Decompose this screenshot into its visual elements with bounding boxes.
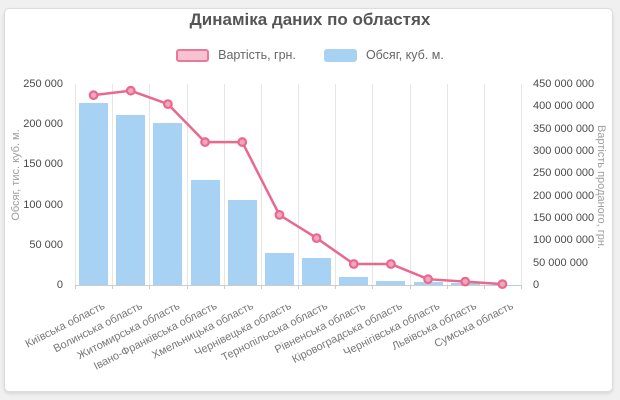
y-axis-label-right: 300 000 000 <box>533 145 595 157</box>
x-axis-tick <box>446 285 448 289</box>
x-axis-tick <box>409 285 411 289</box>
x-axis-tick <box>298 285 299 289</box>
y-axis-label-right: 200 000 000 <box>533 189 595 202</box>
chart-title: Динаміка даних по областях <box>189 10 431 29</box>
y-axis-label-right: 0 <box>533 279 540 291</box>
y-axis-label-right: 100 000 000 <box>533 234 595 247</box>
line-point-Волинська область[interactable] <box>125 85 136 96</box>
line-point-Чернівецька область[interactable] <box>274 209 285 220</box>
x-axis-tick <box>483 285 485 289</box>
y-axis-label-right: 50 000 000 <box>533 256 589 269</box>
legend-item-volume[interactable]: Обсяг, куб. м. <box>323 48 444 62</box>
gridline <box>149 84 151 285</box>
line-point-Кіровоградська область[interactable] <box>386 259 396 269</box>
gridline <box>298 84 299 285</box>
gridline <box>260 84 262 285</box>
y-axis-label-left: 50 000 <box>29 238 63 251</box>
y-axis-label-left: 0 <box>56 279 63 291</box>
gridline <box>372 84 374 285</box>
x-axis-tick <box>112 285 114 289</box>
chart-legend: Вартість, грн. Обсяг, куб. м. <box>0 48 620 62</box>
y-axis-label-left: 100 000 <box>23 198 63 211</box>
y-axis-label-left: 200 000 <box>23 118 63 131</box>
bar-Кіровоградська область[interactable] <box>376 280 406 285</box>
bar-Житомирська область[interactable] <box>153 123 183 285</box>
gridline <box>335 84 337 285</box>
gridline <box>75 84 76 285</box>
y-axis-label-left: 150 000 <box>23 158 63 171</box>
bar-Хмельницька область[interactable] <box>227 199 257 285</box>
bar-Рівненська область[interactable] <box>339 277 369 285</box>
line-point-Тернопільська область[interactable] <box>311 233 322 244</box>
bar-Івано-Франківська область[interactable] <box>190 179 220 285</box>
y-axis-label-right: 450 000 000 <box>533 78 595 90</box>
x-axis-tick <box>149 285 151 289</box>
y-axis-label-right: 350 000 000 <box>533 122 595 135</box>
bar-Чернівецька область[interactable] <box>264 252 294 285</box>
legend-label-cost: Вартість, грн. <box>218 48 296 62</box>
y-axis-label-right: 400 000 000 <box>533 100 595 113</box>
gridline <box>483 84 485 285</box>
line-point-Житомирська область[interactable] <box>163 99 173 109</box>
legend-swatch-cost-icon <box>176 48 210 62</box>
line-point-Івано-Франківська область[interactable] <box>200 137 210 147</box>
line-point-Львівська область[interactable] <box>460 276 471 287</box>
line-point-Чернігівська область[interactable] <box>423 274 433 285</box>
x-axis-tick <box>75 285 76 289</box>
gridline <box>446 84 448 285</box>
legend-item-cost[interactable]: Вартість, грн. <box>176 48 296 62</box>
y-axis-label-left: 250 000 <box>23 78 63 90</box>
x-axis-tick <box>521 285 522 289</box>
bar-Волинська область[interactable] <box>116 115 146 285</box>
x-axis-tick <box>260 285 262 289</box>
gridline <box>186 84 188 285</box>
gridline <box>409 84 411 285</box>
x-axis-tick <box>372 285 374 289</box>
gridline <box>521 84 522 285</box>
gridline <box>112 84 114 285</box>
line-point-Сумська область[interactable] <box>497 279 508 290</box>
line-point-Київська область[interactable] <box>88 90 99 101</box>
x-axis-tick <box>335 285 337 289</box>
line-point-Рівненська область[interactable] <box>348 259 359 269</box>
y-axis-label-right: 250 000 000 <box>533 167 595 180</box>
legend-swatch-volume-icon <box>323 48 357 62</box>
y-axis-label-right: 150 000 000 <box>533 212 595 224</box>
x-axis-tick <box>186 285 188 289</box>
line-point-Хмельницька область[interactable] <box>237 137 248 147</box>
x-axis-tick <box>223 285 225 289</box>
bar-Київська область[interactable] <box>79 103 109 285</box>
bar-Тернопільська область[interactable] <box>302 257 332 285</box>
gridline <box>223 84 225 285</box>
legend-label-volume: Обсяг, куб. м. <box>365 48 444 62</box>
x-axis-line <box>75 285 521 286</box>
